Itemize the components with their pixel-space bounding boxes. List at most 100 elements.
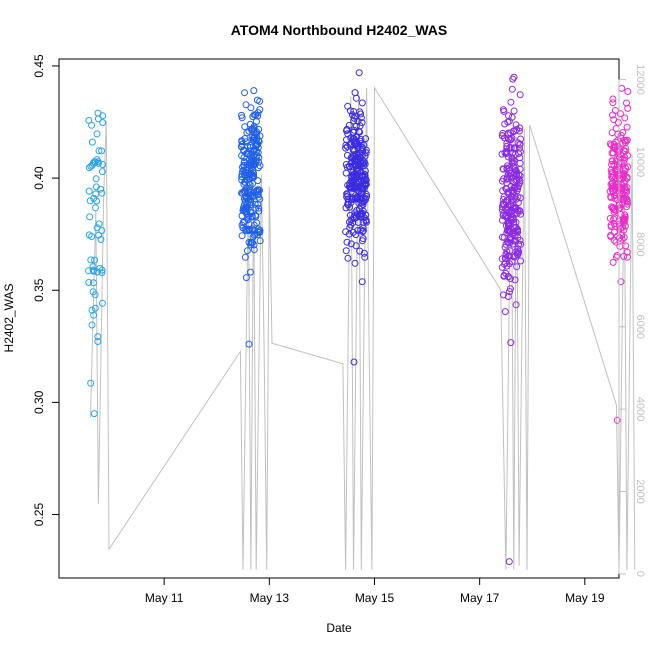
x-tick-label: May 11 (145, 591, 184, 605)
data-point (620, 194, 628, 202)
data-point (348, 159, 356, 167)
data-point (516, 141, 524, 149)
data-point (508, 192, 516, 200)
data-point (610, 236, 618, 244)
data-point (343, 238, 351, 246)
x-tick-label: May 15 (355, 591, 395, 605)
right-axis: 0 2000 4000 6000 8000 10000 12000 (618, 64, 646, 577)
data-point (243, 247, 251, 255)
data-point (249, 239, 257, 247)
data-point (621, 136, 628, 144)
data-point (359, 173, 367, 181)
data-point (240, 162, 248, 170)
data-point (506, 275, 514, 283)
data-point (611, 214, 619, 222)
data-point (250, 124, 258, 132)
data-point (618, 84, 626, 92)
chart-title: ATOM4 Northbound H2402_WAS (231, 22, 448, 38)
data-point (85, 231, 93, 239)
data-point (247, 198, 255, 206)
data-point (250, 231, 258, 239)
data-point (617, 131, 625, 139)
data-point (88, 138, 96, 146)
data-point (499, 291, 507, 299)
data-point (623, 195, 631, 203)
data-point (355, 69, 363, 77)
data-point (242, 274, 250, 282)
data-point (610, 215, 618, 223)
cluster-may-17-18 (498, 73, 525, 566)
data-point (95, 147, 103, 155)
data-point (623, 136, 631, 144)
data-point (254, 191, 262, 198)
data-point (504, 153, 512, 161)
data-point (502, 259, 510, 267)
data-point (252, 212, 260, 220)
data-point (517, 257, 525, 265)
data-point (611, 107, 619, 114)
data-point (351, 173, 358, 180)
data-point (253, 130, 261, 138)
data-point (515, 240, 523, 248)
data-point (86, 213, 94, 221)
data-point (88, 306, 96, 314)
data-point (241, 89, 248, 97)
data-point (94, 338, 102, 345)
data-point (359, 228, 367, 236)
cluster-may-9-10 (85, 109, 107, 418)
data-point (344, 254, 352, 262)
data-point (254, 200, 262, 208)
data-point (246, 152, 254, 160)
data-point (504, 203, 512, 211)
data-point (255, 204, 263, 212)
data-point (251, 230, 259, 238)
data-point (253, 96, 261, 104)
data-point (362, 135, 370, 143)
data-point (358, 172, 366, 180)
data-point (362, 217, 370, 225)
data-point (506, 247, 514, 255)
data-point (242, 193, 250, 201)
data-point (500, 272, 508, 280)
data-point (617, 278, 625, 286)
data-point (89, 288, 97, 296)
right-tick-label: 8000 (634, 232, 646, 256)
data-point (361, 160, 369, 168)
data-point (617, 134, 625, 142)
data-point (502, 185, 510, 193)
data-point (516, 236, 524, 244)
data-point (253, 187, 261, 195)
data-point (241, 123, 249, 131)
right-tick-label: 10000 (634, 147, 646, 178)
data-point (350, 358, 358, 366)
data-point (611, 228, 618, 236)
data-point (510, 73, 518, 81)
data-point (620, 226, 628, 234)
data-point (616, 189, 624, 197)
right-tick-label: 12000 (634, 64, 646, 95)
data-point (506, 235, 514, 243)
data-point (250, 87, 258, 95)
data-point (250, 111, 258, 119)
cluster-may-12-13 (238, 87, 264, 348)
data-point (240, 171, 248, 179)
data-point (510, 128, 518, 136)
data-point (238, 114, 246, 122)
data-point (504, 293, 512, 300)
data-point (514, 185, 522, 193)
data-point (351, 89, 359, 97)
data-point (512, 301, 520, 309)
data-point (348, 111, 356, 119)
data-point (251, 200, 259, 208)
data-point (248, 133, 256, 141)
data-point (504, 273, 512, 281)
data-point (349, 162, 357, 170)
x-axis: May 11 May 13 May 15 May 17 May 19 (145, 577, 605, 605)
data-point (250, 158, 258, 165)
data-point (342, 228, 350, 236)
data-point (348, 196, 356, 204)
data-point (607, 194, 615, 202)
data-point (344, 195, 352, 203)
data-point (256, 237, 264, 245)
